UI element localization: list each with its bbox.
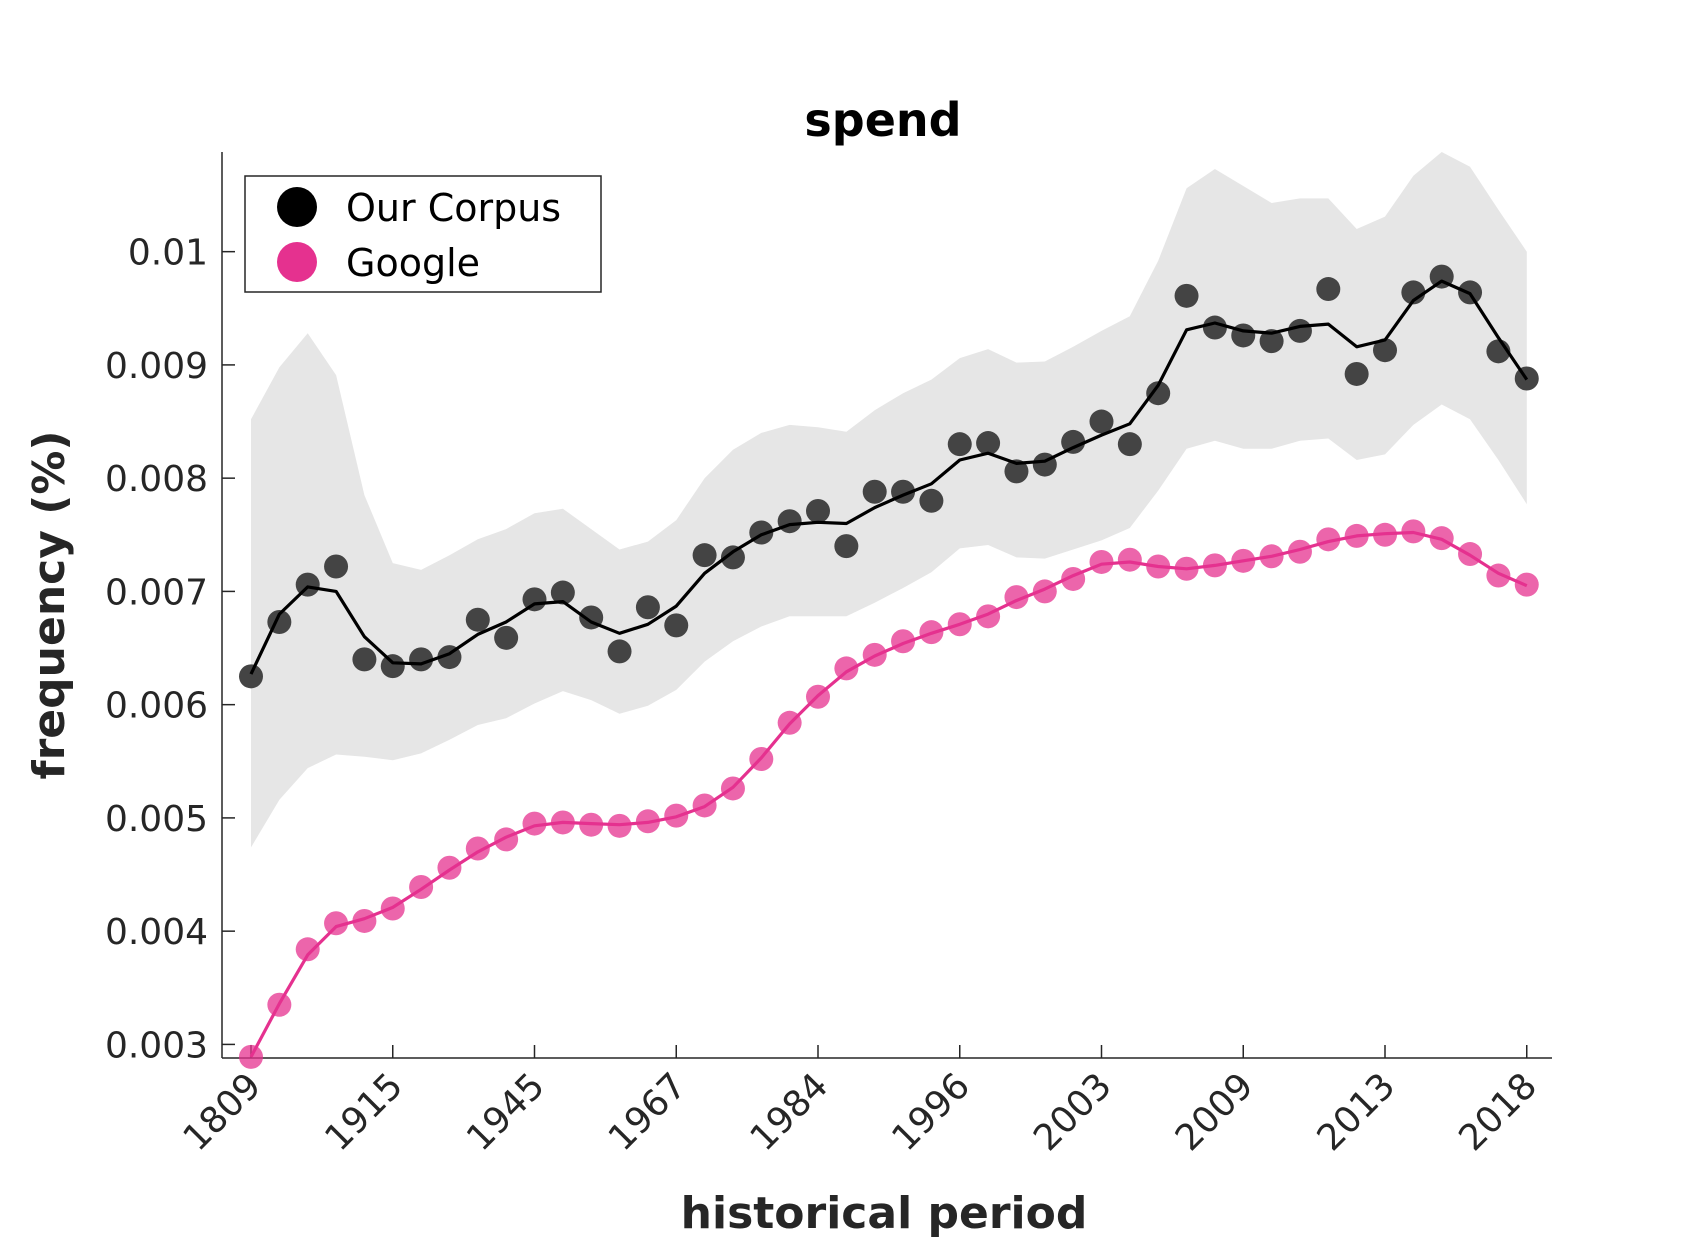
corpus-point (1117, 432, 1142, 457)
corpus-smoothed-line (249, 279, 1529, 675)
corpus-point (465, 607, 490, 632)
corpus-point (1174, 283, 1199, 308)
corpus-point (550, 580, 575, 605)
google-point (834, 656, 859, 681)
google-point (1287, 539, 1312, 564)
y-tick-label: 0.006 (105, 686, 208, 727)
legend: Our Corpus Google (244, 175, 602, 293)
corpus-point (862, 479, 887, 504)
google-point (494, 827, 519, 852)
corpus-point (1146, 381, 1171, 406)
corpus-point (919, 488, 944, 513)
corpus-point (720, 545, 745, 570)
corpus-point (239, 664, 263, 689)
corpus-point (834, 534, 859, 559)
corpus-point (664, 613, 689, 638)
y-tick-label: 0.005 (105, 799, 208, 840)
corpus-point (692, 543, 717, 568)
google-point (295, 937, 320, 962)
y-tick-label: 0.01 (128, 233, 208, 274)
corpus-point (1061, 429, 1086, 454)
legend-marker-our-corpus (277, 187, 317, 227)
y-tick-label: 0.003 (105, 1025, 208, 1066)
y-tick-label: 0.004 (105, 912, 208, 953)
corpus-point (806, 499, 830, 524)
corpus-point (522, 587, 547, 612)
corpus-point (777, 509, 802, 534)
corpus-point (494, 625, 519, 650)
corpus-point (380, 654, 405, 679)
corpus-point (352, 647, 377, 672)
corpus-point (1344, 361, 1369, 386)
legend-marker-google (277, 242, 317, 282)
corpus-point (635, 595, 660, 620)
corpus-point (1202, 315, 1227, 340)
corpus-point (324, 554, 349, 579)
corpus-point (607, 639, 632, 664)
corpus-point (1259, 329, 1284, 354)
corpus-point (1401, 280, 1426, 305)
google-smoothed-line (249, 530, 1528, 1058)
corpus-point (1287, 318, 1312, 343)
google-point (1316, 527, 1341, 552)
corpus-point (1004, 459, 1029, 484)
corpus-point (409, 647, 434, 672)
y-tick-label: 0.007 (105, 572, 208, 613)
y-tick-label: 0.008 (105, 459, 208, 500)
x-axis-label: historical period (681, 1188, 1088, 1239)
corpus-point (1089, 409, 1114, 434)
corpus-point (1316, 277, 1341, 302)
y-tick-label: 0.009 (105, 346, 208, 387)
legend-label-our-corpus: Our Corpus (346, 186, 561, 230)
y-axis-label: frequency (%) (24, 430, 75, 779)
corpus-point (976, 431, 1001, 456)
google-point (1117, 547, 1142, 572)
series-layer (239, 264, 1539, 1069)
chart-title: spend (804, 93, 961, 147)
corpus-point (947, 432, 972, 457)
axes (221, 152, 1552, 1059)
google-point (324, 911, 349, 936)
corpus-point (1373, 338, 1397, 363)
legend-label-google: Google (346, 241, 480, 285)
